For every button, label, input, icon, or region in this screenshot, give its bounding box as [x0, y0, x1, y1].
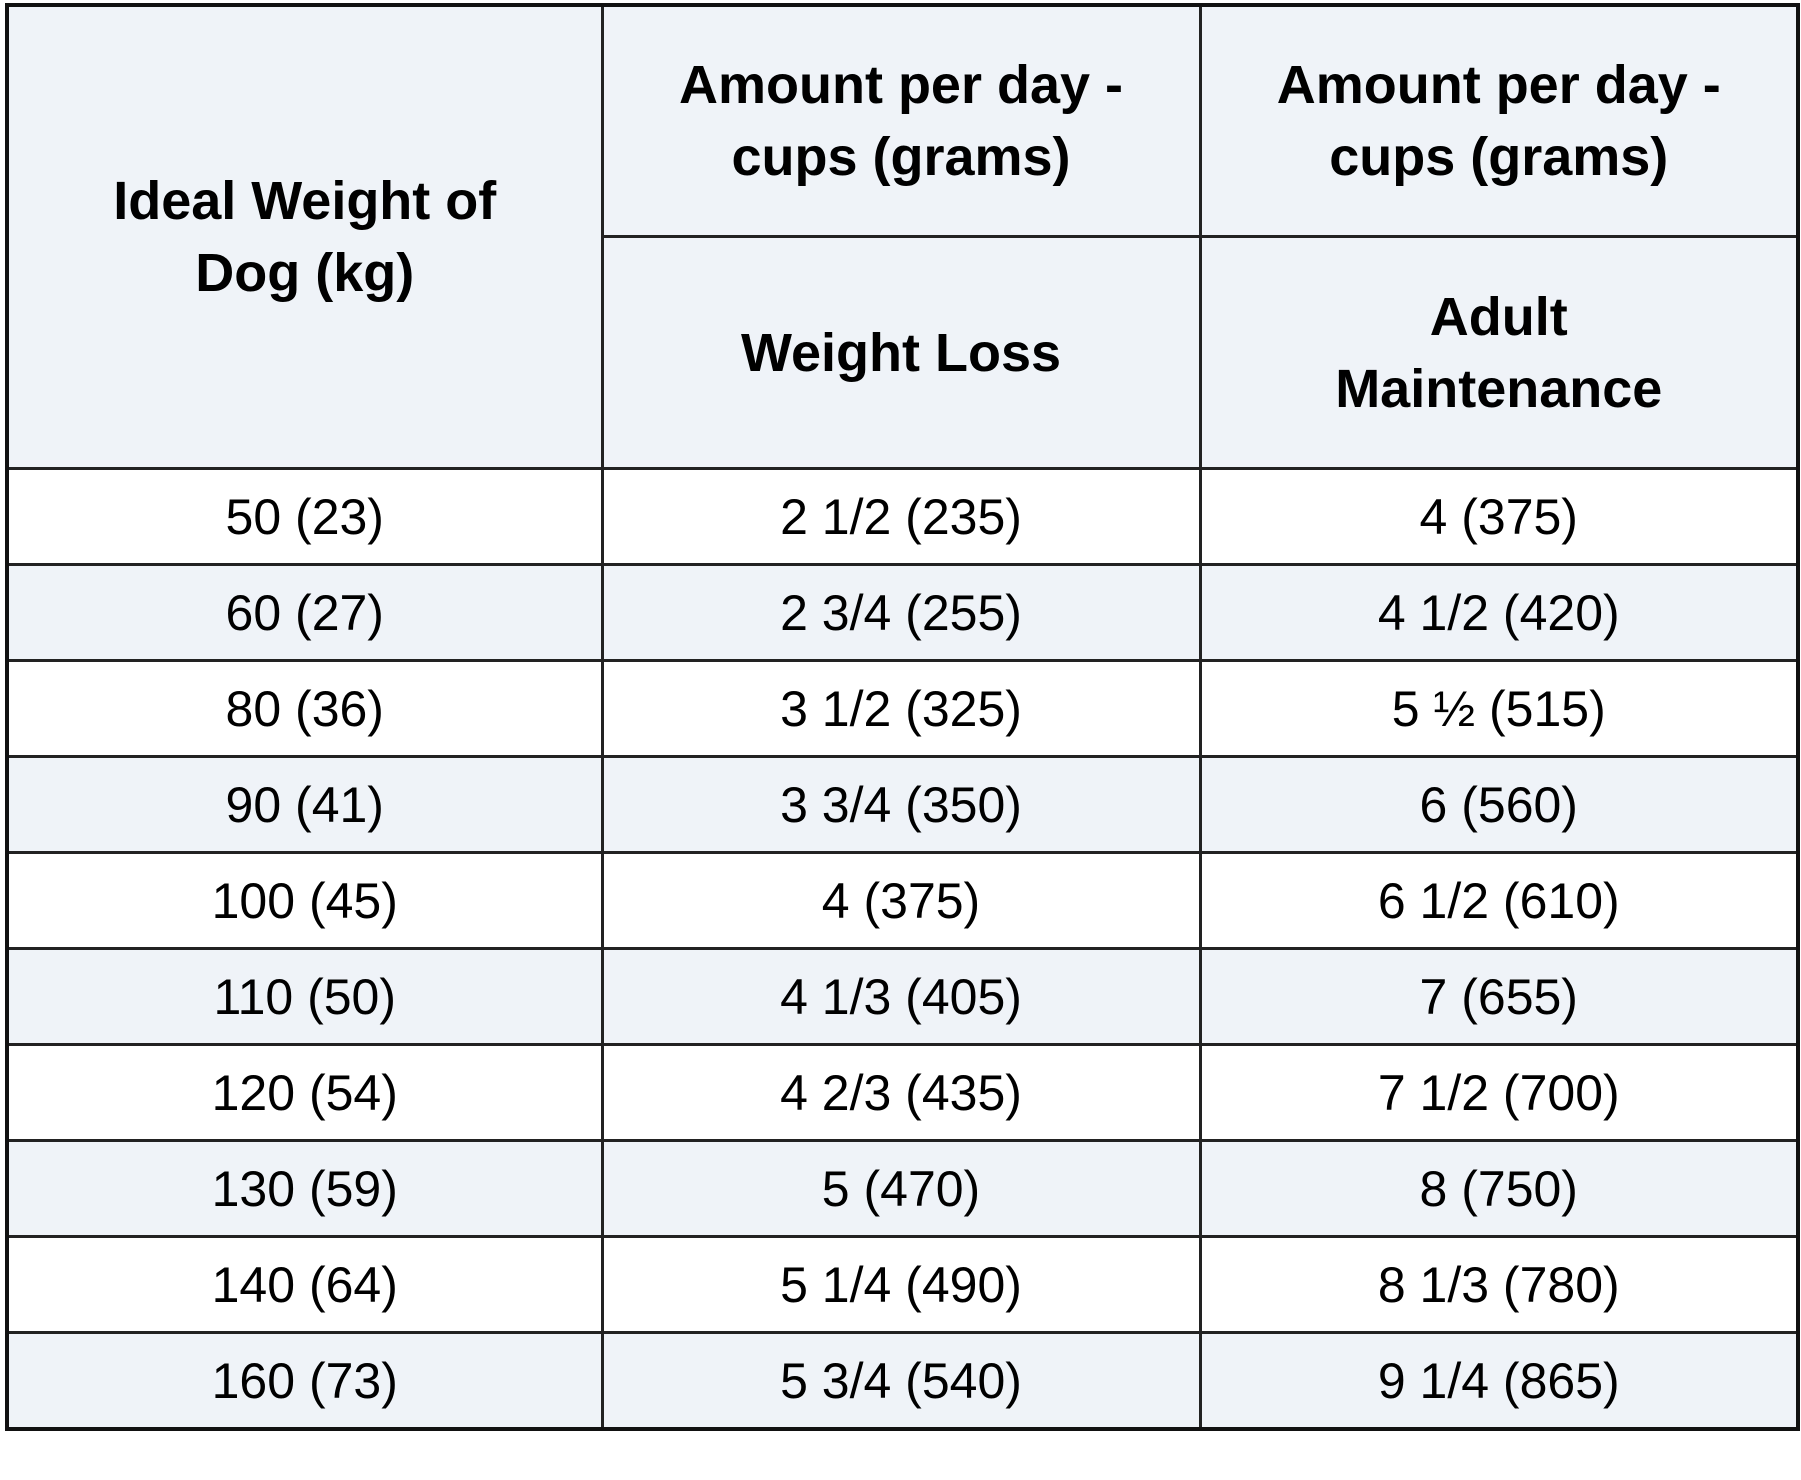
table-row: 50 (23) 2 1/2 (235) 4 (375): [5, 467, 1800, 566]
cell-weight-loss: 3 1/2 (325): [600, 659, 1202, 758]
subheader-weight-loss: Weight Loss: [600, 235, 1202, 470]
cell-weight: 100 (45): [5, 851, 604, 950]
cell-adult-maintenance: 4 1/2 (420): [1198, 563, 1800, 662]
cell-weight: 60 (27): [5, 563, 604, 662]
cell-weight-loss: 5 1/4 (490): [600, 1235, 1202, 1334]
table-row: 130 (59) 5 (470) 8 (750): [5, 1139, 1800, 1238]
cell-weight-loss: 4 (375): [600, 851, 1202, 950]
header-weight: Ideal Weight of Dog (kg): [5, 3, 604, 470]
cell-weight-loss: 2 1/2 (235): [600, 467, 1202, 566]
header-amount-adult-maintenance: Amount per day - cups (grams): [1198, 3, 1800, 238]
cell-weight: 160 (73): [5, 1331, 604, 1431]
table-row: 90 (41) 3 3/4 (350) 6 (560): [5, 755, 1800, 854]
header-amount-weight-loss: Amount per day - cups (grams): [600, 3, 1202, 238]
table-row: 120 (54) 4 2/3 (435) 7 1/2 (700): [5, 1043, 1800, 1142]
table-row: 140 (64) 5 1/4 (490) 8 1/3 (780): [5, 1235, 1800, 1334]
cell-weight-loss: 4 2/3 (435): [600, 1043, 1202, 1142]
cell-weight-loss: 5 (470): [600, 1139, 1202, 1238]
cell-adult-maintenance: 7 (655): [1198, 947, 1800, 1046]
cell-weight-loss: 5 3/4 (540): [600, 1331, 1202, 1431]
table-row: 100 (45) 4 (375) 6 1/2 (610): [5, 851, 1800, 950]
cell-adult-maintenance: 8 1/3 (780): [1198, 1235, 1800, 1334]
cell-weight: 130 (59): [5, 1139, 604, 1238]
cell-adult-maintenance: 7 1/2 (700): [1198, 1043, 1800, 1142]
header-row-bottom: Weight Loss Adult Maintenance: [7, 235, 1800, 470]
header-weight-label: Ideal Weight of Dog (kg): [113, 171, 497, 303]
cell-weight: 140 (64): [5, 1235, 604, 1334]
cell-adult-maintenance: 9 1/4 (865): [1198, 1331, 1800, 1431]
cell-adult-maintenance: 4 (375): [1198, 467, 1800, 566]
table-row: 60 (27) 2 3/4 (255) 4 1/2 (420): [5, 563, 1800, 662]
cell-weight: 110 (50): [5, 947, 604, 1046]
subheader-adult-maintenance-label: Adult Maintenance: [1335, 286, 1663, 419]
subheader-weight-loss-label: Weight Loss: [740, 322, 1062, 383]
subheader-adult-maintenance: Adult Maintenance: [1198, 235, 1800, 470]
cell-adult-maintenance: 6 (560): [1198, 755, 1800, 854]
header-amount-label-2: Amount per day - cups (grams): [1276, 55, 1721, 187]
header-amount-label-1: Amount per day - cups (grams): [678, 55, 1124, 187]
cell-weight: 50 (23): [5, 467, 604, 566]
table-row: 160 (73) 5 3/4 (540) 9 1/4 (865): [5, 1331, 1800, 1431]
table-row: 110 (50) 4 1/3 (405) 7 (655): [5, 947, 1800, 1046]
cell-adult-maintenance: 5 ½ (515): [1198, 659, 1800, 758]
cell-weight-loss: 3 3/4 (350): [600, 755, 1202, 854]
header-row-top: Ideal Weight of Dog (kg) Amount per day …: [5, 3, 1800, 470]
cell-weight: 90 (41): [5, 755, 604, 854]
cell-weight-loss: 4 1/3 (405): [600, 947, 1202, 1046]
cell-adult-maintenance: 6 1/2 (610): [1198, 851, 1800, 950]
cell-weight: 80 (36): [5, 659, 604, 758]
feeding-guide-table: Ideal Weight of Dog (kg) Amount per day …: [5, 3, 1800, 1431]
table-row: 80 (36) 3 1/2 (325) 5 ½ (515): [5, 659, 1800, 758]
cell-adult-maintenance: 8 (750): [1198, 1139, 1800, 1238]
cell-weight: 120 (54): [5, 1043, 604, 1142]
cell-weight-loss: 2 3/4 (255): [600, 563, 1202, 662]
